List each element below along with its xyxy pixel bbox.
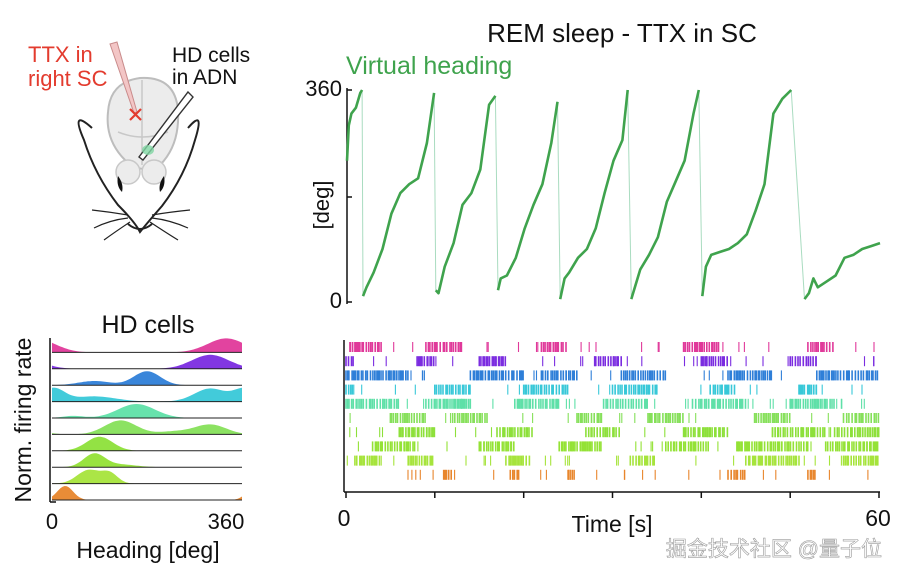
- raster-row-5: [345, 398, 865, 409]
- heading-wrap-line: [627, 89, 632, 300]
- drug-label-line2: right SC: [28, 66, 108, 91]
- tuning-curve-2: [52, 354, 242, 369]
- raster-x-axis-label: Time [s]: [572, 511, 653, 537]
- heading-wrap-lines: [361, 89, 805, 300]
- raster-x-tick-min: 0: [338, 505, 351, 531]
- heading-y-tick-min: 0: [330, 288, 342, 313]
- recording-label-line2: in ADN: [172, 66, 237, 89]
- raster-row-4: [345, 384, 863, 395]
- heading-trace-segment: [558, 89, 629, 300]
- heading-trace-segment: [496, 101, 559, 291]
- heading-chart: REM sleep - TTX in SC Virtual heading [d…: [305, 18, 881, 313]
- raster-row-2: [345, 356, 875, 367]
- heading-trace-segment: [630, 89, 701, 300]
- heading-wrap-line: [698, 89, 703, 297]
- heading-trace-segment: [434, 95, 497, 295]
- tuning-curve-10: [52, 486, 242, 500]
- tuning-x-axis-label: Heading [deg]: [76, 537, 219, 563]
- tuning-curves: [52, 338, 242, 501]
- tuning-x-tick-min: 0: [46, 509, 58, 534]
- heading-trace: [345, 89, 881, 300]
- tuning-curve-5: [52, 404, 242, 418]
- heading-trace-segment: [701, 89, 793, 297]
- tuning-curve-8: [52, 453, 242, 468]
- mouse-eye-right-icon: [159, 176, 165, 192]
- raster-x-tick-max: 60: [865, 505, 891, 531]
- heading-wrap-line: [557, 101, 561, 300]
- tuning-y-axis-label: Norm. firing rate: [10, 338, 36, 503]
- raster-row-1: [349, 342, 875, 352]
- raster-chart: 0 60 Time [s]: [338, 340, 891, 537]
- heading-y-tick-max: 360: [305, 76, 342, 101]
- heading-y-axis-label: [deg]: [309, 181, 334, 230]
- raster-row-6: [349, 413, 880, 423]
- mouse-brain-icon: [106, 76, 180, 170]
- mouse-eye-left-icon: [117, 176, 123, 192]
- tuning-x-tick-max: 360: [208, 509, 245, 534]
- whiskers: [91, 209, 191, 241]
- heading-trace-segment: [345, 89, 364, 161]
- mouse-diagram: TTX in right SC HD cells in ADN: [28, 41, 250, 241]
- raster-marks: [345, 342, 880, 480]
- drug-label-line1: TTX in: [28, 42, 93, 67]
- tuning-chart: HD cells Norm. firing rate 0 360 Heading…: [10, 311, 244, 563]
- tuning-curve-1: [52, 338, 242, 353]
- heading-trace-segment: [803, 241, 881, 300]
- tuning-curve-3: [52, 371, 242, 386]
- raster-x-ticks: [345, 492, 880, 498]
- heading-wrap-line: [433, 92, 437, 291]
- tuning-curve-9: [52, 469, 242, 484]
- tuning-curve-6: [52, 420, 242, 435]
- watermark: 掘金技术社区 @量子位: [666, 538, 882, 561]
- heading-trace-segment: [361, 92, 436, 297]
- heading-wrap-line: [494, 95, 499, 291]
- tuning-chart-title: HD cells: [101, 311, 194, 339]
- mouse-head-outline: [77, 119, 200, 234]
- tuning-curve-7: [52, 436, 242, 451]
- heading-series-label: Virtual heading: [346, 52, 512, 80]
- raster-row-3: [345, 370, 879, 381]
- heading-chart-title: REM sleep - TTX in SC: [487, 18, 757, 48]
- raster-row-9: [346, 455, 879, 466]
- recording-label-line1: HD cells: [172, 44, 250, 67]
- electrode-icon: [138, 90, 194, 161]
- injection-site-icon: [129, 108, 142, 121]
- tuning-curve-4: [52, 387, 242, 402]
- raster-row-10: [407, 469, 869, 480]
- raster-row-8: [357, 441, 879, 452]
- heading-wrap-line: [361, 89, 364, 297]
- heading-wrap-line: [790, 89, 805, 300]
- raster-row-7: [349, 427, 880, 438]
